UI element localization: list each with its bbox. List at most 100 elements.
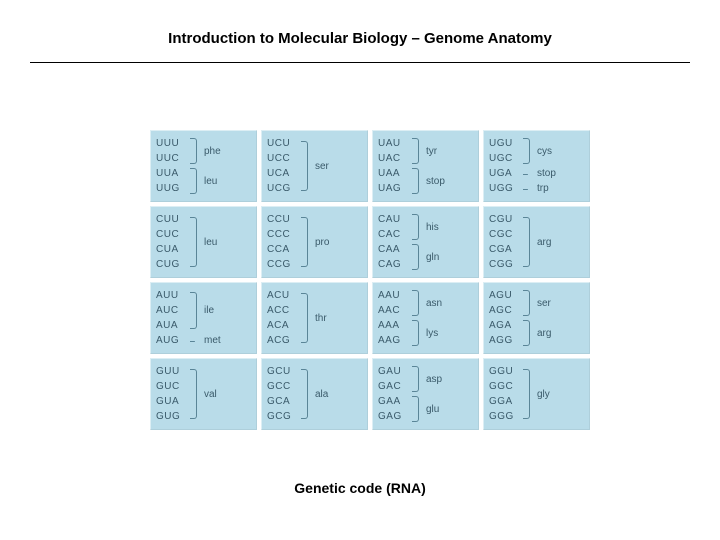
page-title: Introduction to Molecular Biology – Geno… bbox=[0, 30, 720, 47]
amino-acid-label: trp bbox=[537, 183, 549, 194]
amino-group: pro bbox=[301, 212, 362, 272]
codon: GUC bbox=[156, 381, 190, 392]
amino-acid-label: cys bbox=[537, 146, 552, 157]
codon-list: UGUUGCUGAUGG bbox=[489, 136, 523, 196]
codon: GUU bbox=[156, 366, 190, 377]
amino-group-list: phe leu bbox=[190, 136, 251, 196]
codon-cell: GAUGACGAAGAGaspglu bbox=[372, 358, 479, 430]
amino-group: ser bbox=[301, 136, 362, 196]
codon: CAA bbox=[378, 244, 412, 255]
amino-group: tyr bbox=[412, 136, 473, 166]
codon: GUG bbox=[156, 411, 190, 422]
codon: CGU bbox=[489, 214, 523, 225]
bracket-icon bbox=[523, 212, 533, 272]
bracket-icon bbox=[301, 212, 311, 272]
codon: CGG bbox=[489, 259, 523, 270]
amino-group-list: thr bbox=[301, 288, 362, 348]
bracket-icon bbox=[412, 288, 422, 318]
codon-list: UAUUACUAAUAG bbox=[378, 136, 412, 196]
codon: AUG bbox=[156, 335, 190, 346]
bracket-icon bbox=[523, 181, 533, 196]
bracket-icon bbox=[523, 288, 533, 318]
codon-cell: ACUACCACAACGthr bbox=[261, 282, 368, 354]
bracket-icon bbox=[301, 136, 311, 196]
codon-cell: UUUUUCUUAUUGpheleu bbox=[150, 130, 257, 202]
bracket-icon bbox=[523, 318, 533, 348]
codon: ACU bbox=[267, 290, 301, 301]
amino-acid-label: ser bbox=[315, 161, 329, 172]
codon: AGG bbox=[489, 335, 523, 346]
codon-list: GGUGGCGGAGGG bbox=[489, 364, 523, 424]
amino-acid-label: glu bbox=[426, 404, 439, 415]
amino-acid-label: pro bbox=[315, 237, 329, 248]
amino-group-list: ser bbox=[301, 136, 362, 196]
header-divider bbox=[30, 62, 690, 63]
codon-list: UCUUCCUCAUCG bbox=[267, 136, 301, 196]
amino-acid-label: arg bbox=[537, 237, 551, 248]
amino-group: lys bbox=[412, 318, 473, 348]
amino-acid-label: stop bbox=[537, 168, 556, 179]
amino-group-list: arg bbox=[523, 212, 584, 272]
amino-acid-label: leu bbox=[204, 176, 217, 187]
codon-cell: GGUGGCGGAGGGgly bbox=[483, 358, 590, 430]
codon: AAC bbox=[378, 305, 412, 316]
bracket-icon bbox=[190, 212, 200, 272]
codon: GAC bbox=[378, 381, 412, 392]
amino-acid-label: phe bbox=[204, 146, 221, 157]
amino-group-list: leu bbox=[190, 212, 251, 272]
codon-table: UUUUUCUUAUUGpheleuUCUUCCUCAUCGserUAUUACU… bbox=[150, 130, 590, 430]
bracket-icon bbox=[523, 166, 533, 181]
amino-acid-label: thr bbox=[315, 313, 327, 324]
codon: AGA bbox=[489, 320, 523, 331]
codon: GGU bbox=[489, 366, 523, 377]
codon: UGA bbox=[489, 168, 523, 179]
codon: GAG bbox=[378, 411, 412, 422]
codon: UCA bbox=[267, 168, 301, 179]
amino-acid-label: ala bbox=[315, 389, 328, 400]
bracket-icon bbox=[412, 212, 422, 242]
codon: UUC bbox=[156, 153, 190, 164]
codon-list: CAUCACCAACAG bbox=[378, 212, 412, 272]
codon: AUC bbox=[156, 305, 190, 316]
amino-acid-label: asp bbox=[426, 374, 442, 385]
amino-group-list: ilemet bbox=[190, 288, 251, 348]
codon: UUG bbox=[156, 183, 190, 194]
amino-group: his bbox=[412, 212, 473, 242]
amino-group-list: his gln bbox=[412, 212, 473, 272]
codon-cell: AGUAGCAGAAGGserarg bbox=[483, 282, 590, 354]
amino-group-list: tyrstop bbox=[412, 136, 473, 196]
amino-group: ser bbox=[523, 288, 584, 318]
codon: AGC bbox=[489, 305, 523, 316]
codon-list: AGUAGCAGAAGG bbox=[489, 288, 523, 348]
amino-group: arg bbox=[523, 212, 584, 272]
amino-group: stop bbox=[523, 166, 584, 181]
codon: CCU bbox=[267, 214, 301, 225]
codon-cell: GCUGCCGCAGCGala bbox=[261, 358, 368, 430]
amino-group: ile bbox=[190, 288, 251, 333]
codon: AAU bbox=[378, 290, 412, 301]
codon: UCC bbox=[267, 153, 301, 164]
amino-group: leu bbox=[190, 212, 251, 272]
bracket-icon bbox=[523, 136, 533, 166]
codon-list: CUUCUCCUACUG bbox=[156, 212, 190, 272]
codon-list: CCUCCCCCACCG bbox=[267, 212, 301, 272]
amino-acid-label: asn bbox=[426, 298, 442, 309]
codon: CCA bbox=[267, 244, 301, 255]
codon: GCG bbox=[267, 411, 301, 422]
codon: CGA bbox=[489, 244, 523, 255]
codon-cell: CAUCACCAACAGhisgln bbox=[372, 206, 479, 278]
bracket-icon bbox=[412, 318, 422, 348]
amino-acid-label: leu bbox=[204, 237, 217, 248]
codon: CAU bbox=[378, 214, 412, 225]
amino-group-list: pro bbox=[301, 212, 362, 272]
codon: GGA bbox=[489, 396, 523, 407]
codon: CCG bbox=[267, 259, 301, 270]
codon: GAU bbox=[378, 366, 412, 377]
amino-acid-label: gln bbox=[426, 252, 439, 263]
codon: GCA bbox=[267, 396, 301, 407]
bracket-icon bbox=[412, 242, 422, 272]
amino-acid-label: ser bbox=[537, 298, 551, 309]
amino-acid-label: arg bbox=[537, 328, 551, 339]
codon: CAC bbox=[378, 229, 412, 240]
amino-group: glu bbox=[412, 394, 473, 424]
